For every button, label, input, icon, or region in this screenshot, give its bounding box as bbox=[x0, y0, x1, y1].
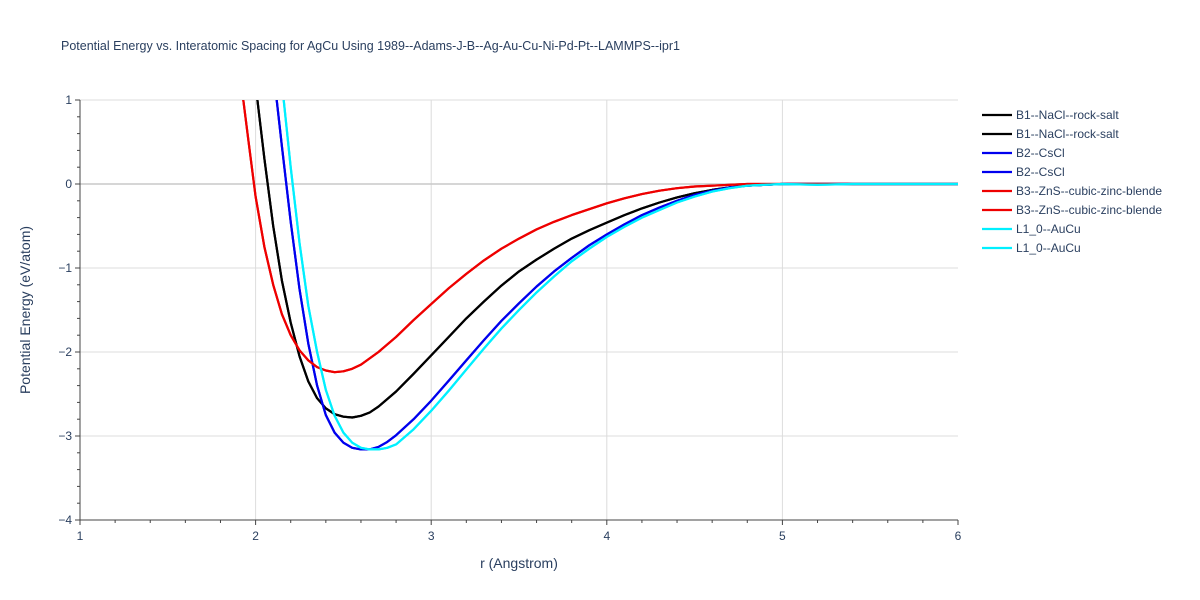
y-tick-label: 0 bbox=[65, 177, 72, 191]
x-tick-label: 1 bbox=[77, 529, 84, 543]
series-line-0 bbox=[256, 100, 958, 419]
legend-item-2[interactable]: B2--CsCl bbox=[982, 146, 1065, 160]
x-tick-label: 2 bbox=[252, 529, 259, 543]
x-tick-label: 5 bbox=[779, 529, 786, 543]
x-tick-label: 4 bbox=[603, 529, 610, 543]
legend-label: B2--CsCl bbox=[1016, 146, 1065, 160]
legend-item-7[interactable]: L1_0--AuCu bbox=[982, 241, 1081, 255]
x-axis-title: r (Angstrom) bbox=[480, 555, 558, 571]
legend-label: B3--ZnS--cubic-zinc-blende bbox=[1016, 203, 1162, 217]
series-line-4 bbox=[242, 100, 958, 374]
legend-label: B2--CsCl bbox=[1016, 165, 1065, 179]
y-tick-label: −2 bbox=[58, 345, 72, 359]
y-tick-label: −3 bbox=[58, 429, 72, 443]
legend-item-0[interactable]: B1--NaCl--rock-salt bbox=[982, 108, 1119, 122]
series-line-2 bbox=[275, 100, 958, 451]
series-line-6 bbox=[282, 100, 958, 451]
legend-label: B1--NaCl--rock-salt bbox=[1016, 108, 1119, 122]
series-line-1 bbox=[256, 100, 958, 419]
series-line-3 bbox=[275, 100, 958, 451]
chart-title: Potential Energy vs. Interatomic Spacing… bbox=[61, 39, 680, 53]
legend-item-4[interactable]: B3--ZnS--cubic-zinc-blende bbox=[982, 184, 1162, 198]
legend[interactable]: B1--NaCl--rock-salt B1--NaCl--rock-salt B2… bbox=[982, 108, 1162, 255]
legend-label: L1_0--AuCu bbox=[1016, 241, 1081, 255]
x-tick-label: 6 bbox=[955, 529, 962, 543]
series-lines bbox=[242, 100, 958, 451]
legend-item-6[interactable]: L1_0--AuCu bbox=[982, 222, 1081, 236]
y-tick-label: −1 bbox=[58, 261, 72, 275]
series-line-5 bbox=[242, 100, 958, 374]
grid bbox=[80, 99, 958, 520]
y-tick-label: −4 bbox=[58, 513, 72, 527]
legend-item-1[interactable]: B1--NaCl--rock-salt bbox=[982, 127, 1119, 141]
legend-label: B3--ZnS--cubic-zinc-blende bbox=[1016, 184, 1162, 198]
legend-item-5[interactable]: B3--ZnS--cubic-zinc-blende bbox=[982, 203, 1162, 217]
series-line-7 bbox=[282, 100, 958, 451]
legend-label: B1--NaCl--rock-salt bbox=[1016, 127, 1119, 141]
y-tick-label: 1 bbox=[65, 93, 72, 107]
y-axis-title: Potential Energy (eV/atom) bbox=[17, 226, 33, 394]
x-tick-label: 3 bbox=[428, 529, 435, 543]
legend-item-3[interactable]: B2--CsCl bbox=[982, 165, 1065, 179]
axes: 1 2 3 4 5 6 1 0 −1 −2 −3 −4 bbox=[58, 93, 961, 543]
legend-label: L1_0--AuCu bbox=[1016, 222, 1081, 236]
